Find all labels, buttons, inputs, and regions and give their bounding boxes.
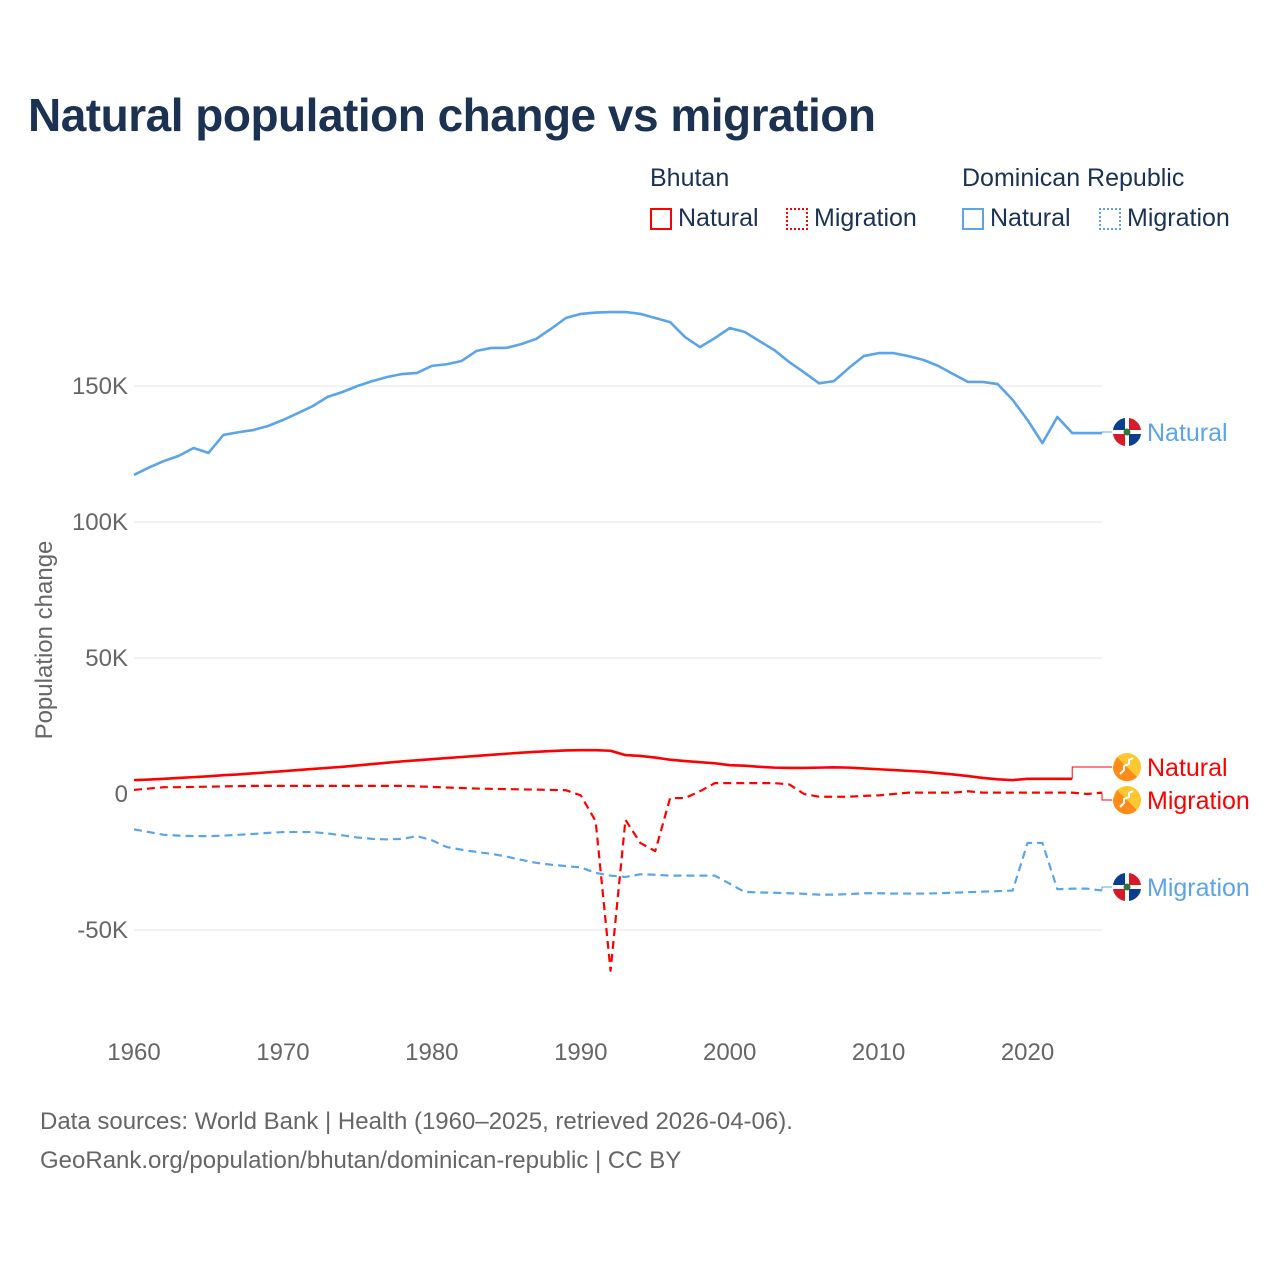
source-line-1: Data sources: World Bank | Health (1960–…: [40, 1108, 793, 1135]
legend-label: Natural: [990, 204, 1071, 232]
series-line-dominican-republic-natural: [133, 310, 1102, 477]
x-tick-label: 2010: [852, 1039, 905, 1066]
legend-label: Natural: [678, 204, 759, 232]
legend-dr-migration[interactable]: Migration: [1099, 204, 1230, 233]
y-tick-label: 0: [115, 781, 128, 808]
x-tick-label: 2000: [703, 1039, 756, 1066]
x-tick-label: 1970: [256, 1039, 309, 1066]
series-line-bhutan-natural: [133, 748, 1073, 782]
legend-bhutan-natural[interactable]: Natural: [650, 204, 759, 233]
x-tick-label: 1960: [107, 1039, 160, 1066]
flag-quadrant: [1129, 418, 1141, 430]
bhutan-dragon-icon: [1119, 790, 1134, 808]
flag-quadrant: [1129, 873, 1141, 885]
label-leader: [1101, 431, 1112, 434]
flag-quadrant: [1113, 418, 1125, 430]
legend-swatch-dotted-blue: [1099, 207, 1121, 230]
bhutan-dragon-icon: [1119, 757, 1134, 775]
y-tick-label: 50K: [85, 645, 128, 672]
legend-swatch-solid-red: [650, 207, 672, 230]
legend-group-bhutan: Bhutan: [650, 164, 730, 192]
x-tick-label: 1990: [554, 1039, 607, 1066]
flag-quadrant: [1129, 889, 1141, 901]
series-line-bhutan-migration: [133, 782, 1103, 972]
flag-quadrant: [1113, 434, 1125, 446]
end-label: Natural: [1147, 419, 1228, 447]
end-label: Migration: [1147, 874, 1250, 902]
flag-quadrant: [1113, 873, 1125, 885]
legend-swatch-dotted-red: [786, 207, 808, 230]
flag-emblem: [1123, 883, 1131, 891]
chart-title: Natural population change vs migration: [28, 89, 876, 141]
end-label: Natural: [1147, 754, 1228, 782]
flag-quadrant: [1113, 889, 1125, 901]
y-tick-label: -50K: [77, 917, 128, 944]
flag-emblem: [1123, 428, 1131, 436]
end-label: Migration: [1147, 787, 1250, 815]
label-leader: [1101, 792, 1112, 801]
x-tick-label: 2020: [1001, 1039, 1054, 1066]
legend-label: Migration: [814, 204, 917, 232]
y-tick-label: 150K: [72, 373, 128, 400]
legend-swatch-solid-blue: [962, 207, 984, 230]
label-leader: [1071, 766, 1112, 779]
legend-label: Migration: [1127, 204, 1230, 232]
source-line-2: GeoRank.org/population/bhutan/dominican-…: [40, 1147, 682, 1174]
legend-group-dominican-republic: Dominican Republic: [962, 164, 1185, 192]
x-tick-label: 1980: [405, 1039, 458, 1066]
legend-bhutan-migration[interactable]: Migration: [786, 204, 917, 233]
y-axis-label: Population change: [31, 541, 58, 740]
flag-quadrant: [1129, 434, 1141, 446]
y-tick-label: 100K: [72, 509, 128, 536]
label-leader: [1101, 886, 1112, 891]
series-line-dominican-republic-migration: [133, 828, 1103, 896]
legend-dr-natural[interactable]: Natural: [962, 204, 1071, 233]
